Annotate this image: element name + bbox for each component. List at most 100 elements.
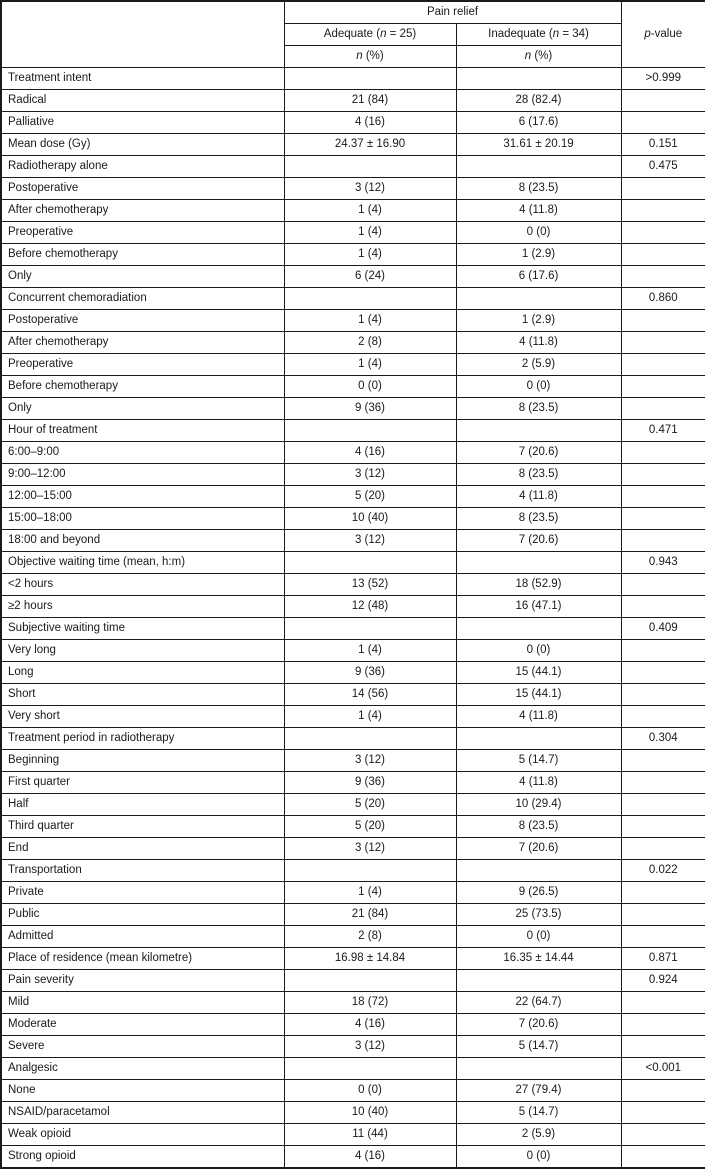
inadequate-value: 9 (26.5) bbox=[455, 881, 622, 904]
p-value: 0.475 bbox=[620, 155, 705, 178]
table-row: Treatment intent >0.999 bbox=[0, 67, 705, 90]
inadequate-npct-n-italic: n bbox=[524, 50, 532, 62]
pain-relief-label: Pain relief bbox=[426, 6, 479, 18]
row-label: Admitted bbox=[0, 925, 285, 948]
p-value bbox=[620, 815, 705, 838]
adequate-value: 5 (20) bbox=[283, 815, 457, 838]
p-value bbox=[620, 309, 705, 332]
row-label: Very short bbox=[0, 705, 285, 728]
row-label: Moderate bbox=[0, 1013, 285, 1036]
adequate-value: 9 (36) bbox=[283, 771, 457, 794]
adequate-value: 0 (0) bbox=[283, 375, 457, 398]
table-row: Mild 18 (72) 22 (64.7) bbox=[0, 991, 705, 1014]
p-value bbox=[620, 221, 705, 244]
adequate-post: = 25) bbox=[386, 28, 417, 40]
table-row: Transportation 0.022 bbox=[0, 859, 705, 882]
table-row: Place of residence (mean kilometre) 16.9… bbox=[0, 947, 705, 970]
table-row: Subjective waiting time 0.409 bbox=[0, 617, 705, 640]
adequate-value: 10 (40) bbox=[283, 1101, 457, 1124]
inadequate-value bbox=[455, 859, 622, 882]
adequate-value: 1 (4) bbox=[283, 243, 457, 266]
inadequate-value: 16.35 ± 14.44 bbox=[455, 947, 622, 970]
inadequate-value: 8 (23.5) bbox=[455, 507, 622, 530]
table-row: First quarter 9 (36) 4 (11.8) bbox=[0, 771, 705, 794]
adequate-value bbox=[283, 419, 457, 442]
adequate-value bbox=[283, 67, 457, 90]
inadequate-value: 15 (44.1) bbox=[455, 661, 622, 684]
p-value: 0.022 bbox=[620, 859, 705, 882]
adequate-value: 18 (72) bbox=[283, 991, 457, 1014]
adequate-value bbox=[283, 859, 457, 882]
p-value bbox=[620, 881, 705, 904]
adequate-pre: Adequate ( bbox=[323, 28, 381, 40]
inadequate-value bbox=[455, 67, 622, 90]
row-label: <2 hours bbox=[0, 573, 285, 596]
inadequate-value bbox=[455, 287, 622, 310]
inadequate-value: 4 (11.8) bbox=[455, 331, 622, 354]
row-label: Postoperative bbox=[0, 309, 285, 332]
adequate-value: 21 (84) bbox=[283, 89, 457, 112]
p-value bbox=[620, 177, 705, 200]
row-label: Half bbox=[0, 793, 285, 816]
p-value bbox=[620, 705, 705, 728]
p-value bbox=[620, 639, 705, 662]
table-row: Postoperative 3 (12) 8 (23.5) bbox=[0, 177, 705, 200]
row-label: Mild bbox=[0, 991, 285, 1014]
inadequate-value bbox=[455, 551, 622, 574]
row-label: NSAID/paracetamol bbox=[0, 1101, 285, 1124]
row-label: Before chemotherapy bbox=[0, 375, 285, 398]
inadequate-value: 6 (17.6) bbox=[455, 111, 622, 134]
p-value bbox=[620, 529, 705, 552]
p-value bbox=[620, 749, 705, 772]
adequate-value: 14 (56) bbox=[283, 683, 457, 706]
p-value bbox=[620, 837, 705, 860]
row-label: Preoperative bbox=[0, 221, 285, 244]
inadequate-value: 22 (64.7) bbox=[455, 991, 622, 1014]
row-label: Severe bbox=[0, 1035, 285, 1058]
adequate-value: 5 (20) bbox=[283, 485, 457, 508]
table-row: After chemotherapy 1 (4) 4 (11.8) bbox=[0, 199, 705, 222]
row-label: Palliative bbox=[0, 111, 285, 134]
adequate-value: 1 (4) bbox=[283, 639, 457, 662]
row-label: Public bbox=[0, 903, 285, 926]
row-label: Hour of treatment bbox=[0, 419, 285, 442]
inadequate-n-italic: n bbox=[552, 28, 560, 40]
p-value bbox=[620, 243, 705, 266]
inadequate-value: 8 (23.5) bbox=[455, 463, 622, 486]
inadequate-value: 7 (20.6) bbox=[455, 529, 622, 552]
row-label: Third quarter bbox=[0, 815, 285, 838]
header-row-npct: n (%) n (%) bbox=[1, 45, 705, 68]
inadequate-value: 1 (2.9) bbox=[455, 243, 622, 266]
adequate-value: 3 (12) bbox=[283, 529, 457, 552]
table-row: 15:00–18:00 10 (40) 8 (23.5) bbox=[0, 507, 705, 530]
p-value bbox=[620, 1123, 705, 1146]
adequate-value: 3 (12) bbox=[283, 463, 457, 486]
adequate-value: 1 (4) bbox=[283, 221, 457, 244]
inadequate-value: 7 (20.6) bbox=[455, 441, 622, 464]
table-body: Treatment intent >0.999 Radical 21 (84) … bbox=[0, 67, 705, 1169]
table-row: End 3 (12) 7 (20.6) bbox=[0, 837, 705, 860]
adequate-value bbox=[283, 287, 457, 310]
p-value bbox=[620, 1079, 705, 1102]
row-label: None bbox=[0, 1079, 285, 1102]
inadequate-value: 25 (73.5) bbox=[455, 903, 622, 926]
adequate-value: 1 (4) bbox=[283, 353, 457, 376]
inadequate-value: 31.61 ± 20.19 bbox=[455, 133, 622, 156]
table-row: 18:00 and beyond 3 (12) 7 (20.6) bbox=[0, 529, 705, 552]
adequate-npct-n-italic: n bbox=[356, 50, 363, 62]
row-label: Treatment period in radiotherapy bbox=[0, 727, 285, 750]
table-row: Mean dose (Gy) 24.37 ± 16.90 31.61 ± 20.… bbox=[0, 133, 705, 156]
row-label: After chemotherapy bbox=[0, 199, 285, 222]
row-label: Radical bbox=[0, 89, 285, 112]
p-value bbox=[620, 573, 705, 596]
table-row: Very long 1 (4) 0 (0) bbox=[0, 639, 705, 662]
adequate-value bbox=[283, 155, 457, 178]
inadequate-value: 4 (11.8) bbox=[455, 705, 622, 728]
row-label: End bbox=[0, 837, 285, 860]
p-value-column-header: p-value bbox=[620, 0, 705, 68]
adequate-value: 1 (4) bbox=[283, 881, 457, 904]
table-row: Palliative 4 (16) 6 (17.6) bbox=[0, 111, 705, 134]
table-row: Public 21 (84) 25 (73.5) bbox=[0, 903, 705, 926]
row-label: After chemotherapy bbox=[0, 331, 285, 354]
